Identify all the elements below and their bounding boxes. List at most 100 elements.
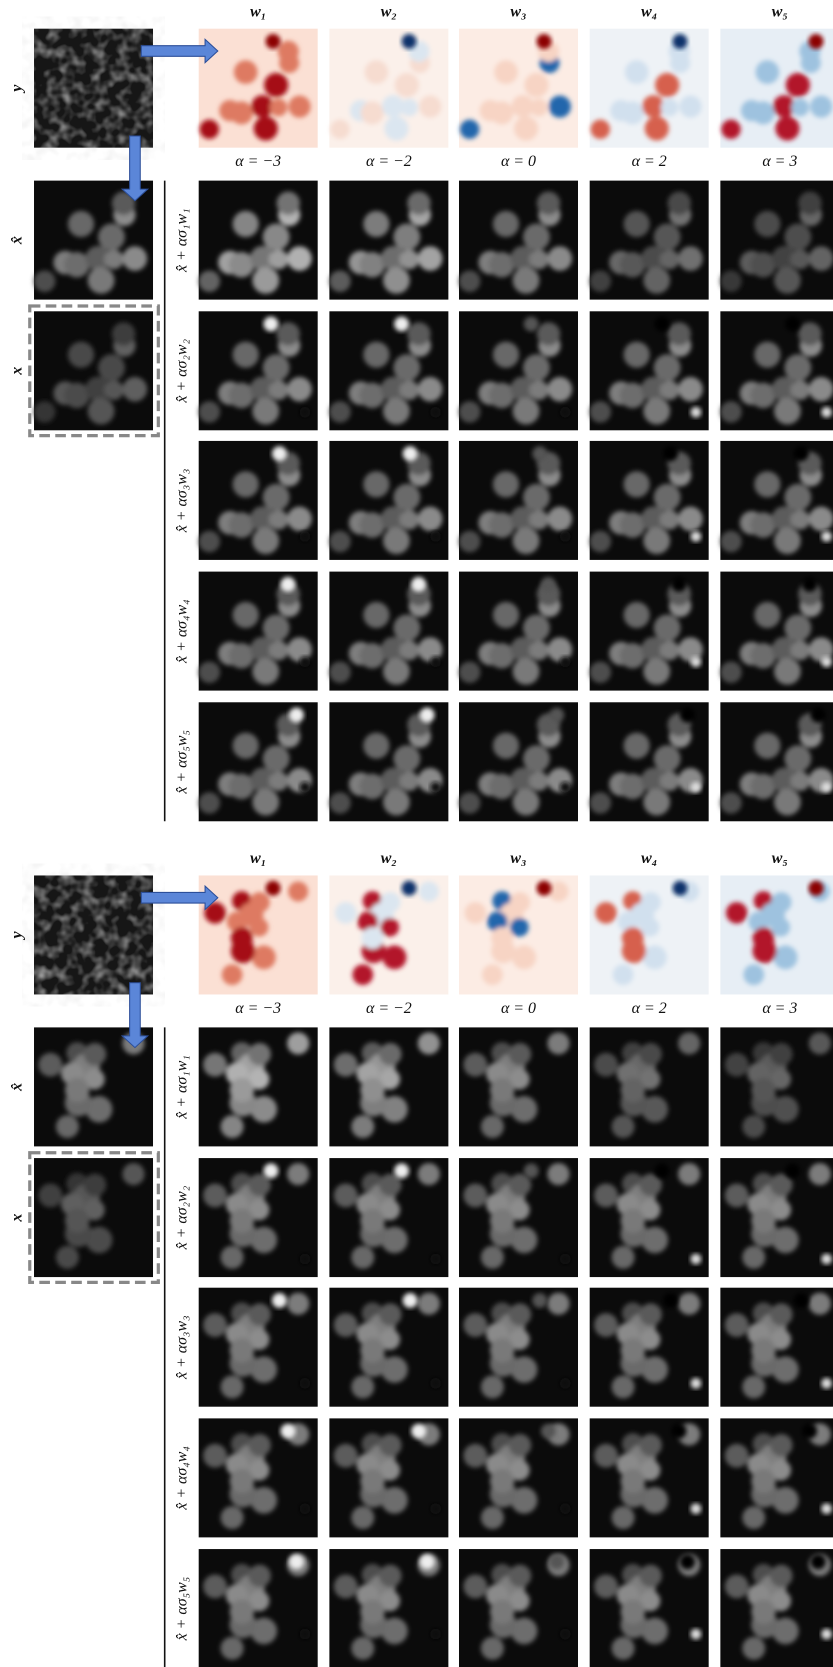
artifact	[272, 1293, 287, 1308]
figure: w₁α = −3w₂α = −2w₃α = 0w₄α = 2w₅α = 3yx̂…	[0, 0, 833, 1667]
nucleus	[639, 1434, 662, 1457]
nucleus	[678, 1293, 700, 1315]
microscopy-image	[720, 1549, 833, 1667]
xhat-label: x̂	[9, 1083, 26, 1092]
blob	[288, 96, 310, 118]
microscopy-image	[34, 311, 153, 430]
nucleus	[809, 507, 833, 532]
nucleus	[399, 250, 419, 270]
nucleus	[248, 1565, 271, 1588]
y-label: y	[9, 931, 26, 941]
blob	[752, 101, 775, 124]
nucleus	[725, 1053, 749, 1077]
nucleus	[624, 602, 650, 628]
blob	[756, 60, 780, 84]
heatmap-image	[329, 29, 448, 148]
artifact	[264, 1163, 279, 1178]
nucleus	[529, 510, 549, 530]
nucleus	[329, 661, 351, 683]
nucleus	[276, 192, 299, 215]
blob	[640, 892, 660, 912]
nucleus	[233, 342, 259, 368]
blob	[482, 964, 503, 985]
blob	[419, 881, 439, 901]
artifact	[420, 708, 435, 723]
nucleus	[742, 1506, 765, 1529]
microscopy-image	[459, 181, 578, 300]
microscopy-image	[720, 1158, 833, 1277]
membrane-texture	[34, 29, 153, 148]
nucleus	[774, 267, 801, 294]
artifact	[663, 1293, 678, 1308]
nucleus	[399, 771, 419, 791]
blob	[643, 945, 667, 969]
artifact	[264, 317, 279, 332]
nucleus	[383, 527, 410, 554]
nucleus	[248, 1043, 271, 1066]
blob	[771, 918, 790, 937]
nucleus	[34, 401, 56, 423]
nucleus	[221, 1506, 244, 1529]
nucleus	[360, 1469, 384, 1493]
microscopy-image	[720, 702, 833, 821]
blob	[402, 881, 417, 896]
nucleus	[643, 789, 670, 816]
artifact	[821, 1254, 832, 1265]
blob	[673, 881, 688, 896]
nucleus	[809, 1032, 831, 1054]
alpha-label: α = 2	[632, 153, 667, 170]
nucleus	[221, 1637, 244, 1660]
nucleus	[798, 192, 821, 215]
nucleus	[624, 211, 650, 237]
nucleus	[725, 1313, 749, 1337]
blob	[775, 116, 799, 140]
microscopy-image	[199, 1418, 318, 1537]
nucleus	[68, 342, 94, 368]
artifact	[403, 1293, 418, 1308]
nucleus	[784, 614, 811, 641]
nucleus	[363, 471, 389, 497]
alpha-label: α = −2	[366, 153, 412, 170]
artifact	[560, 782, 571, 793]
nucleus	[790, 641, 810, 661]
nucleus	[639, 1043, 662, 1066]
x-label: x	[9, 1214, 26, 1223]
blob	[510, 892, 530, 912]
nucleus	[84, 1174, 107, 1197]
artifact	[300, 782, 311, 793]
nucleus	[678, 1032, 700, 1054]
nucleus	[660, 771, 680, 791]
microscopy-image	[590, 1418, 709, 1537]
microscopy-image	[459, 1288, 578, 1407]
nucleus	[490, 1599, 514, 1623]
blob	[352, 964, 373, 985]
blob	[771, 892, 791, 912]
row-label: x̂ + ασ₁w₁	[173, 208, 190, 273]
blob	[384, 116, 408, 140]
nucleus	[459, 792, 481, 814]
microscopy-image	[720, 1418, 833, 1537]
nucleus	[754, 602, 780, 628]
nucleus	[493, 342, 519, 368]
blob	[400, 99, 418, 117]
column-header: w₅	[772, 3, 788, 20]
heatmap-image	[329, 875, 448, 994]
nucleus	[612, 1637, 635, 1660]
artifact	[680, 708, 695, 723]
nucleus	[751, 1599, 775, 1623]
nucleus	[678, 507, 703, 532]
nucleus	[199, 792, 221, 814]
nucleus	[547, 1293, 569, 1315]
microscopy-image	[459, 1158, 578, 1277]
artifact	[532, 1293, 547, 1308]
nucleus	[276, 322, 299, 345]
microscopy-image	[590, 181, 709, 300]
nucleus	[418, 377, 443, 402]
nucleus	[199, 401, 221, 423]
nucleus	[770, 1043, 793, 1066]
artifact	[272, 446, 287, 461]
blob	[494, 60, 518, 84]
nucleus	[770, 1434, 793, 1457]
blob	[591, 120, 610, 139]
blob	[383, 945, 407, 969]
